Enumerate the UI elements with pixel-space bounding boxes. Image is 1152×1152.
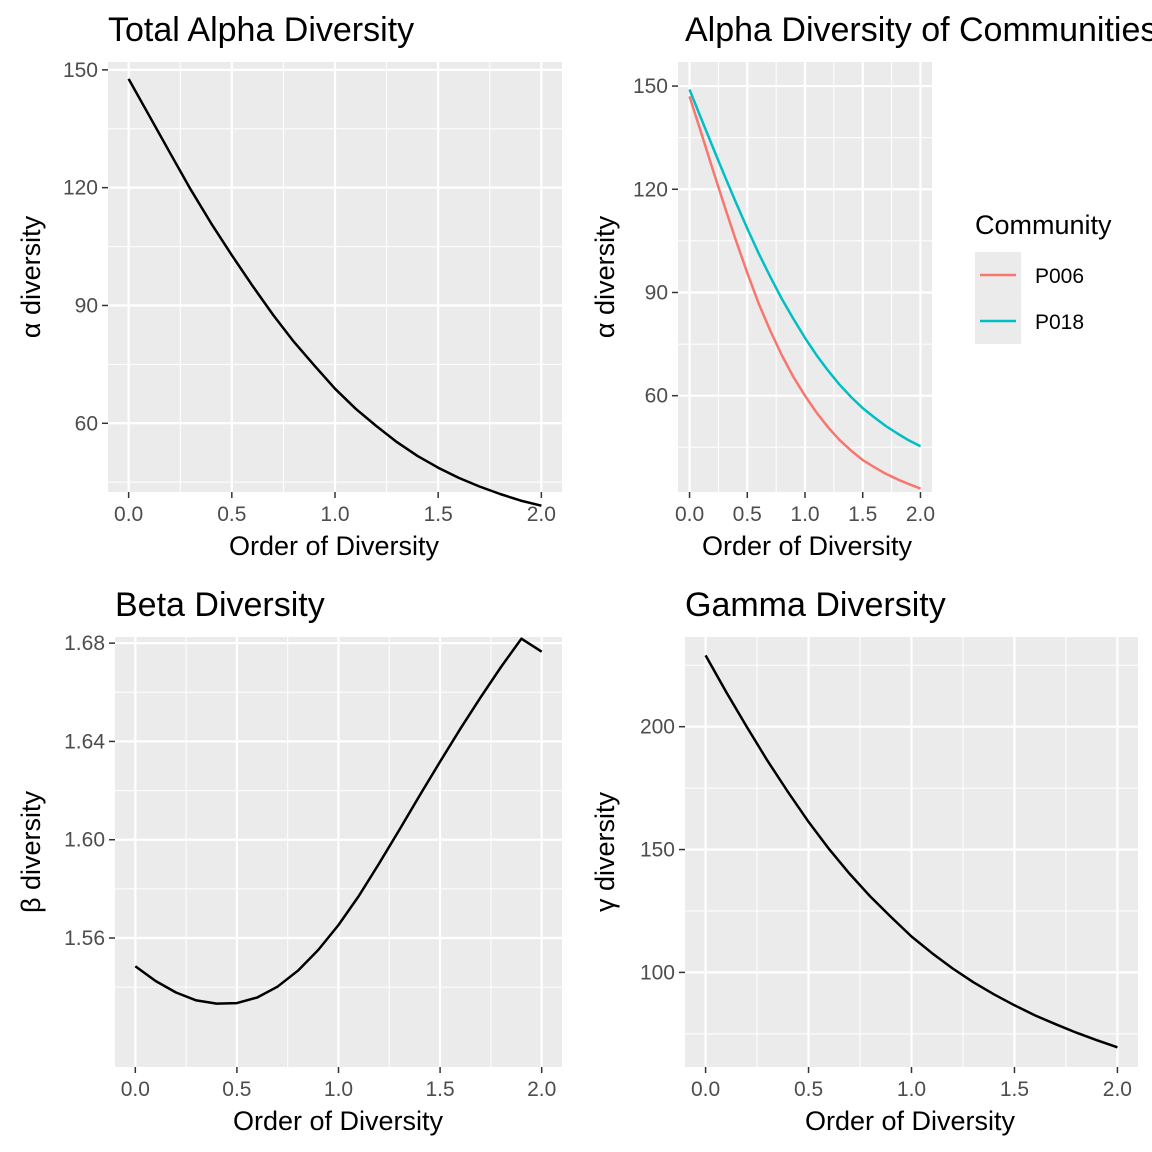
panel-title: Beta Diversity (115, 586, 325, 624)
x-tick-label: 2.0 (1103, 1078, 1132, 1101)
y-tick-label: 150 (63, 59, 98, 82)
panel-gamma-diversity: Gamma Diversity 0.0 0.5 1.0 1.5 2.0 100 150 200… (590, 586, 1138, 1136)
x-tick-label: 1.0 (320, 503, 349, 526)
legend: Community P006 P018 (975, 210, 1112, 344)
x-tick-label: 1.5 (424, 503, 453, 526)
series-line (127, 78, 542, 507)
y-tick-label: 60 (645, 385, 668, 408)
y-tick-label: 1.60 (64, 829, 105, 852)
y-tick-label: 90 (645, 281, 668, 304)
panel-beta-diversity: Beta Diversity 0.0 0.5 1.0 1.5 2.0 1.56 1.60 1.… (16, 586, 562, 1136)
x-tick-label: 1.0 (897, 1078, 926, 1101)
y-tick-label: 90 (75, 294, 98, 317)
panel-total-alpha-diversity: Total Alpha Diversity 0.0 0.5 1.0 1.5 2.0 60 9… (16, 11, 562, 561)
y-tick-label: 150 (640, 839, 675, 862)
legend-label-p018: P018 (1035, 311, 1084, 334)
y-axis-title: β diversity (16, 790, 46, 913)
x-tick-label: 1.0 (324, 1078, 353, 1101)
y-axis-title: γ diversity (590, 791, 620, 912)
y-tick-label: 120 (63, 177, 98, 200)
y-axis-title: α diversity (16, 215, 46, 338)
x-axis-title: Order of Diversity (805, 1106, 1016, 1136)
panel-title: Alpha Diversity of Communities (685, 11, 1152, 49)
y-tick-label: 150 (633, 75, 668, 98)
x-tick-label: 0.0 (121, 1078, 150, 1101)
x-tick-label: 1.5 (848, 503, 877, 526)
x-tick-label: 0.0 (691, 1078, 720, 1101)
x-tick-label: 0.5 (733, 503, 762, 526)
panel-alpha-diversity-of-communities: Alpha Diversity of Communities 0.0 0.5 1.0… (590, 11, 1152, 561)
y-axis-title: α diversity (590, 215, 620, 338)
y-tick-label: 200 (640, 716, 675, 739)
legend-key-background (975, 252, 1021, 344)
x-tick-label: 0.5 (217, 503, 246, 526)
x-tick-label: 0.5 (222, 1078, 251, 1101)
y-tick-label: 60 (75, 412, 98, 435)
series-line-p018 (688, 89, 922, 448)
x-tick-label: 0.0 (675, 503, 704, 526)
panel-title: Gamma Diversity (685, 586, 946, 624)
y-tick-label: 1.56 (64, 927, 105, 950)
x-tick-label: 2.0 (527, 1078, 556, 1101)
x-tick-label: 1.5 (425, 1078, 454, 1101)
x-axis-title: Order of Diversity (229, 531, 440, 561)
legend-title: Community (975, 210, 1112, 240)
panel-title: Total Alpha Diversity (108, 11, 414, 49)
x-tick-label: 1.5 (1000, 1078, 1029, 1101)
series-line-p006 (688, 96, 921, 490)
y-tick-label: 120 (633, 178, 668, 201)
x-tick-label: 2.0 (527, 503, 556, 526)
legend-label-p006: P006 (1035, 265, 1084, 288)
x-tick-label: 0.0 (114, 503, 143, 526)
x-axis-title: Order of Diversity (702, 531, 913, 561)
y-tick-label: 1.64 (64, 730, 105, 753)
x-tick-label: 1.0 (790, 503, 819, 526)
y-tick-label: 1.68 (64, 632, 105, 655)
y-tick-label: 100 (640, 961, 675, 984)
series-line (134, 637, 543, 1005)
x-axis-title: Order of Diversity (233, 1106, 444, 1136)
x-tick-label: 2.0 (906, 503, 935, 526)
x-tick-label: 0.5 (794, 1078, 823, 1101)
series-line (704, 654, 1118, 1049)
